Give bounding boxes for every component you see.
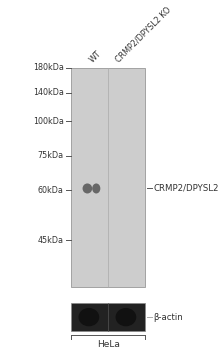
Text: 60kDa: 60kDa (38, 186, 64, 195)
Text: β-actin: β-actin (153, 313, 183, 322)
Text: 180kDa: 180kDa (33, 63, 64, 72)
Text: 100kDa: 100kDa (33, 117, 64, 126)
Bar (71, 68, 145, 287)
Text: CRMP2/DPYSL2 KO: CRMP2/DPYSL2 KO (114, 6, 173, 64)
Text: HeLa: HeLa (97, 340, 120, 349)
Text: 45kDa: 45kDa (38, 236, 64, 245)
Ellipse shape (92, 183, 100, 194)
Text: CRMP2/DPYSL2: CRMP2/DPYSL2 (153, 184, 219, 193)
Text: 140kDa: 140kDa (33, 88, 64, 97)
Ellipse shape (79, 308, 99, 326)
Bar (71, 303, 145, 331)
Text: 75kDa: 75kDa (38, 151, 64, 160)
Ellipse shape (83, 183, 92, 194)
Ellipse shape (115, 308, 136, 326)
Text: WT: WT (87, 49, 103, 64)
